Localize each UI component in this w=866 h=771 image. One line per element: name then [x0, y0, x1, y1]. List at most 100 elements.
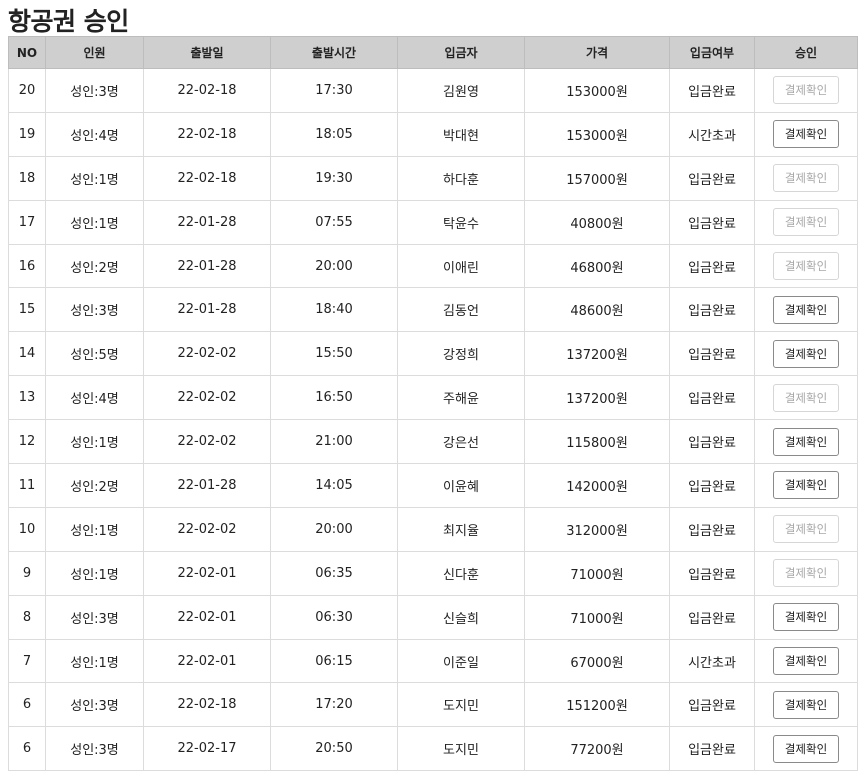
- cell-approval: 결제확인: [754, 419, 858, 465]
- cell-departure-date: 22-02-01: [143, 594, 271, 640]
- header-payment-status: 입금여부: [669, 36, 755, 69]
- cell-departure-time: 20:00: [270, 243, 398, 289]
- cell-departure-time: 20:50: [270, 726, 398, 771]
- cell-departure-date: 22-02-02: [143, 419, 271, 465]
- cell-people: 성인:2명: [45, 243, 144, 289]
- table-row: 20 성인:3명 22-02-18 17:30 김원영 153000원 입금완료 결제확인: [8, 68, 858, 113]
- cell-payer: 도지민: [397, 682, 525, 728]
- table-row: 19 성인:4명 22-02-18 18:05 박대현 153000원 시간초과 결제확인: [8, 111, 858, 157]
- cell-price: 71000원: [524, 594, 670, 640]
- cell-approval: 결제확인: [754, 463, 858, 508]
- cell-people: 성인:3명: [45, 726, 144, 771]
- cell-people: 성인:1명: [45, 155, 144, 201]
- confirm-payment-button[interactable]: 결제확인: [773, 427, 839, 456]
- confirm-payment-button[interactable]: 결제확인: [773, 339, 839, 368]
- cell-payment-status: 입금완료: [669, 199, 755, 245]
- cell-price: 71000원: [524, 550, 670, 596]
- table-row: 13 성인:4명 22-02-02 16:50 주해윤 137200원 입금완료 결제확인: [8, 375, 858, 421]
- cell-no: 20: [8, 68, 46, 113]
- confirm-payment-button[interactable]: 결제확인: [773, 647, 839, 676]
- confirm-payment-button[interactable]: 결제확인: [773, 690, 839, 719]
- ticket-approval-table-container: NO 인원 출발일 출발시간 입금자 가격 입금여부 승인 20 성인:3명 22-…: [8, 36, 858, 771]
- cell-departure-time: 17:30: [270, 68, 398, 113]
- cell-departure-date: 22-02-18: [143, 682, 271, 728]
- cell-departure-date: 22-01-28: [143, 287, 271, 333]
- confirm-payment-button[interactable]: 결제확인: [773, 471, 839, 500]
- cell-price: 137200원: [524, 375, 670, 421]
- confirm-payment-button[interactable]: 결제확인: [773, 295, 839, 324]
- cell-no: 13: [8, 375, 46, 421]
- cell-people: 성인:3명: [45, 594, 144, 640]
- cell-people: 성인:4명: [45, 375, 144, 421]
- cell-approval: 결제확인: [754, 550, 858, 596]
- cell-people: 성인:2명: [45, 463, 144, 508]
- cell-payment-status: 입금완료: [669, 68, 755, 113]
- cell-approval: 결제확인: [754, 155, 858, 201]
- confirm-payment-button[interactable]: 결제확인: [773, 76, 839, 105]
- header-no: NO: [8, 36, 46, 69]
- table-row: 6 성인:3명 22-02-18 17:20 도지민 151200원 입금완료 결제확인: [8, 682, 858, 728]
- cell-departure-time: 06:35: [270, 550, 398, 596]
- confirm-payment-button[interactable]: 결제확인: [773, 208, 839, 237]
- cell-departure-date: 22-02-02: [143, 375, 271, 421]
- cell-price: 67000원: [524, 638, 670, 684]
- table-row: 6 성인:3명 22-02-17 20:50 도지민 77200원 입금완료 결제확인: [8, 726, 858, 771]
- cell-departure-date: 22-01-28: [143, 243, 271, 289]
- cell-approval: 결제확인: [754, 287, 858, 333]
- cell-departure-time: 06:30: [270, 594, 398, 640]
- cell-people: 성인:4명: [45, 111, 144, 157]
- cell-price: 48600원: [524, 287, 670, 333]
- confirm-payment-button[interactable]: 결제확인: [773, 515, 839, 544]
- cell-payment-status: 입금완료: [669, 506, 755, 552]
- cell-people: 성인:1명: [45, 550, 144, 596]
- confirm-payment-button[interactable]: 결제확인: [773, 120, 839, 149]
- header-departure-date: 출발일: [143, 36, 271, 69]
- confirm-payment-button[interactable]: 결제확인: [773, 559, 839, 588]
- table-row: 17 성인:1명 22-01-28 07:55 탁윤수 40800원 입금완료 결제확인: [8, 199, 858, 245]
- cell-payer: 이애린: [397, 243, 525, 289]
- table-row: 9 성인:1명 22-02-01 06:35 신다훈 71000원 입금완료 결제확인: [8, 550, 858, 596]
- cell-departure-time: 06:15: [270, 638, 398, 684]
- cell-approval: 결제확인: [754, 199, 858, 245]
- cell-departure-date: 22-01-28: [143, 199, 271, 245]
- cell-approval: 결제확인: [754, 726, 858, 771]
- cell-no: 15: [8, 287, 46, 333]
- table-row: 12 성인:1명 22-02-02 21:00 강은선 115800원 입금완료 결제확인: [8, 419, 858, 465]
- confirm-payment-button[interactable]: 결제확인: [773, 252, 839, 280]
- ticket-approval-table: NO 인원 출발일 출발시간 입금자 가격 입금여부 승인 20 성인:3명 22-…: [8, 36, 858, 771]
- confirm-payment-button[interactable]: 결제확인: [773, 603, 839, 632]
- cell-departure-time: 18:05: [270, 111, 398, 157]
- cell-no: 9: [8, 550, 46, 596]
- cell-payment-status: 시간초과: [669, 111, 755, 157]
- cell-payment-status: 입금완료: [669, 287, 755, 333]
- cell-payment-status: 입금완료: [669, 726, 755, 771]
- cell-approval: 결제확인: [754, 638, 858, 684]
- confirm-payment-button[interactable]: 결제확인: [773, 383, 839, 412]
- cell-no: 10: [8, 506, 46, 552]
- table-row: 8 성인:3명 22-02-01 06:30 신슬희 71000원 입금완료 결제확인: [8, 594, 858, 640]
- cell-no: 18: [8, 155, 46, 201]
- cell-payment-status: 입금완료: [669, 550, 755, 596]
- cell-payment-status: 입금완료: [669, 155, 755, 201]
- cell-payer: 이윤혜: [397, 463, 525, 508]
- cell-people: 성인:5명: [45, 331, 144, 377]
- cell-approval: 결제확인: [754, 331, 858, 377]
- cell-departure-time: 07:55: [270, 199, 398, 245]
- cell-price: 157000원: [524, 155, 670, 201]
- cell-price: 115800원: [524, 419, 670, 465]
- page-title: 항공권 승인: [8, 7, 129, 36]
- cell-payer: 이준일: [397, 638, 525, 684]
- confirm-payment-button[interactable]: 결제확인: [773, 734, 839, 763]
- header-people: 인원: [45, 36, 144, 69]
- cell-payer: 탁윤수: [397, 199, 525, 245]
- cell-departure-time: 14:05: [270, 463, 398, 508]
- cell-price: 153000원: [524, 68, 670, 113]
- cell-price: 151200원: [524, 682, 670, 728]
- table-row: 16 성인:2명 22-01-28 20:00 이애린 46800원 입금완료 결제확인: [8, 243, 858, 289]
- cell-payer: 하다훈: [397, 155, 525, 201]
- confirm-payment-button[interactable]: 결제확인: [773, 164, 839, 193]
- cell-payer: 강은선: [397, 419, 525, 465]
- cell-departure-time: 19:30: [270, 155, 398, 201]
- cell-approval: 결제확인: [754, 682, 858, 728]
- cell-people: 성인:1명: [45, 506, 144, 552]
